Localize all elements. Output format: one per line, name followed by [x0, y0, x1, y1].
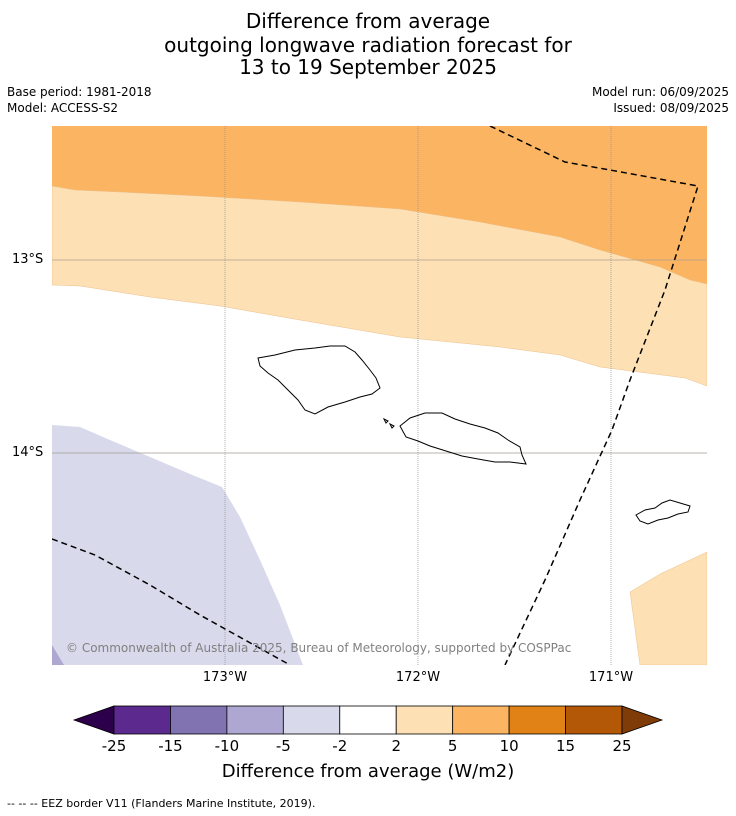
- colorbar-segment: [113, 705, 171, 735]
- colorbar-segment: [395, 705, 454, 735]
- colorbar-tick-label: 10: [499, 737, 519, 755]
- anomaly-region-neg10-neg5: [52, 645, 64, 665]
- colorbar-title: Difference from average (W/m2): [221, 761, 515, 782]
- colorbar-segment: [282, 705, 341, 735]
- lon-label-173w: 173°W: [202, 670, 248, 685]
- lat-label-13s: 13°S: [12, 252, 44, 267]
- colorbar-tick-label: 2: [391, 737, 401, 755]
- colorbar-tick-label: 15: [556, 737, 576, 755]
- colorbar-tick-label: -15: [158, 737, 183, 755]
- title-line-3: 13 to 19 September 2025: [239, 55, 497, 79]
- eez-border-northeast: [489, 126, 699, 665]
- gridlines: [52, 126, 707, 665]
- savaii-island: [257, 345, 381, 415]
- eez-footnote: -- -- -- EEZ border V11 (Flanders Marine…: [7, 797, 316, 810]
- colorbar-segment: [226, 705, 284, 735]
- colorbar-tick-label: 25: [612, 737, 632, 755]
- colorbar-tick-label: -2: [332, 737, 348, 755]
- colorbar-segment: [452, 705, 510, 735]
- colorbar-extend-high: [621, 705, 664, 735]
- tutuila-island: [635, 499, 691, 525]
- anomaly-region-2-5-southeast: [629, 551, 707, 665]
- apolima-island: [388, 422, 395, 429]
- base-period-text: Base period: 1981-2018: [7, 85, 152, 99]
- map-field: [52, 126, 707, 665]
- colorbar-extend-low: [72, 705, 115, 735]
- copyright-text: © Commonwealth of Australia 2025, Bureau…: [66, 641, 572, 655]
- colorbar-tick-label: -10: [214, 737, 240, 755]
- title-line-2: outgoing longwave radiation forecast for: [164, 33, 572, 57]
- anomaly-region-5-10: [52, 126, 707, 284]
- anomaly-region-neg5-neg2: [52, 425, 303, 665]
- colorbar-tick-label: -5: [275, 737, 291, 755]
- lon-label-172w: 172°W: [395, 670, 441, 685]
- lon-label-171w: 171°W: [588, 670, 634, 685]
- anomaly-region-2-5: [52, 185, 707, 387]
- colorbar: [72, 705, 664, 735]
- upolu-island: [399, 412, 527, 465]
- manono-island: [382, 417, 389, 424]
- issued-text: Issued: 08/09/2025: [613, 101, 729, 115]
- model-run-text: Model run: 06/09/2025: [591, 85, 729, 99]
- title-line-1: Difference from average: [245, 9, 491, 33]
- colorbar-segment: [565, 705, 623, 735]
- colorbar-segment: [170, 705, 228, 735]
- lat-label-14s: 14°S: [12, 445, 44, 460]
- model-text: Model: ACCESS-S2: [7, 101, 119, 115]
- colorbar-tick-label: -25: [101, 737, 127, 755]
- colorbar-segment: [339, 705, 397, 735]
- colorbar-tick-label: 5: [447, 737, 458, 755]
- colorbar-segment: [508, 705, 566, 735]
